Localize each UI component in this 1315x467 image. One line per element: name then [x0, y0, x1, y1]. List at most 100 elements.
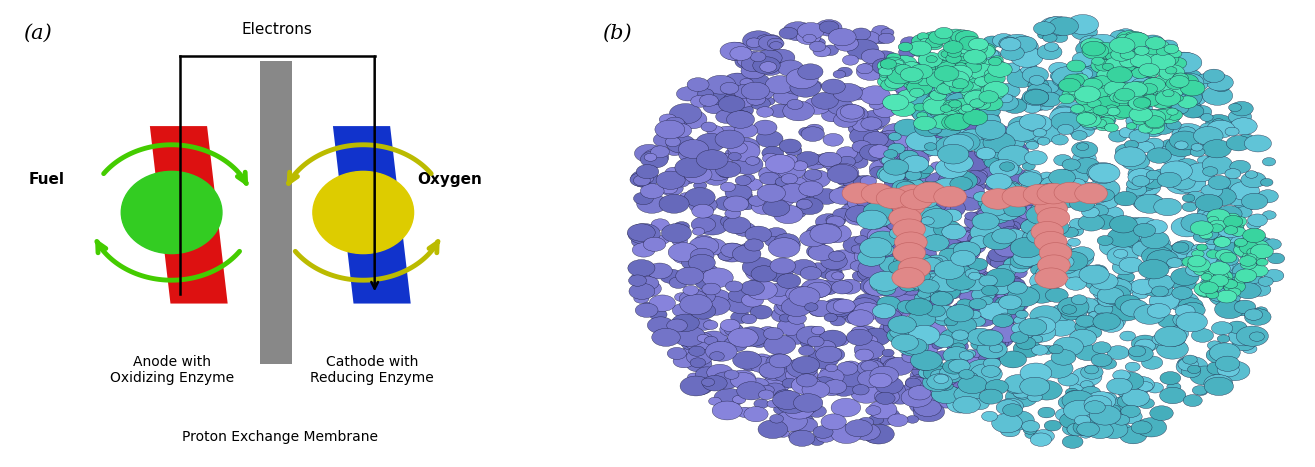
Circle shape — [965, 269, 980, 278]
Circle shape — [1093, 42, 1118, 58]
Circle shape — [1111, 33, 1136, 48]
Circle shape — [685, 377, 713, 395]
Circle shape — [905, 62, 935, 81]
Circle shape — [909, 94, 928, 107]
Circle shape — [1165, 136, 1198, 156]
Circle shape — [960, 229, 992, 249]
Circle shape — [874, 309, 902, 326]
Circle shape — [836, 302, 867, 320]
Circle shape — [1244, 135, 1272, 152]
Circle shape — [647, 317, 673, 333]
Circle shape — [935, 60, 961, 76]
Circle shape — [856, 63, 885, 80]
Circle shape — [993, 203, 1010, 213]
Circle shape — [873, 103, 897, 118]
Circle shape — [1068, 238, 1081, 246]
Circle shape — [1106, 105, 1118, 113]
Circle shape — [1214, 273, 1241, 290]
Circle shape — [984, 358, 1001, 369]
Circle shape — [865, 193, 884, 204]
Circle shape — [1005, 63, 1020, 73]
Circle shape — [1014, 39, 1039, 54]
Circle shape — [964, 62, 982, 73]
Circle shape — [1115, 106, 1135, 118]
Circle shape — [981, 285, 998, 296]
Circle shape — [831, 424, 861, 444]
Circle shape — [697, 334, 710, 342]
Circle shape — [1205, 239, 1233, 256]
Circle shape — [692, 217, 715, 232]
Circle shape — [918, 78, 931, 86]
Circle shape — [655, 120, 685, 139]
Circle shape — [776, 237, 801, 252]
Circle shape — [917, 289, 943, 305]
Circle shape — [1026, 205, 1057, 225]
Polygon shape — [333, 126, 410, 304]
Circle shape — [1199, 264, 1211, 272]
Circle shape — [849, 126, 881, 146]
Circle shape — [1106, 43, 1120, 53]
Circle shape — [1249, 283, 1270, 296]
Circle shape — [878, 67, 893, 76]
Circle shape — [825, 380, 847, 394]
Circle shape — [1082, 51, 1110, 69]
Circle shape — [1240, 260, 1256, 269]
Circle shape — [1123, 396, 1139, 405]
Circle shape — [1098, 70, 1122, 85]
Circle shape — [897, 322, 913, 331]
Circle shape — [1073, 266, 1102, 284]
Circle shape — [853, 188, 871, 199]
Circle shape — [868, 153, 884, 163]
Circle shape — [1080, 265, 1110, 284]
Circle shape — [1030, 123, 1060, 142]
Circle shape — [896, 248, 922, 265]
Circle shape — [1166, 77, 1190, 93]
Circle shape — [1063, 89, 1080, 100]
Circle shape — [785, 365, 818, 385]
Circle shape — [1063, 422, 1084, 436]
Circle shape — [1010, 261, 1030, 273]
Circle shape — [1135, 194, 1165, 213]
Circle shape — [874, 389, 899, 404]
Circle shape — [1114, 372, 1144, 390]
Circle shape — [1020, 230, 1040, 242]
Circle shape — [888, 414, 909, 427]
Circle shape — [1095, 60, 1112, 71]
Circle shape — [673, 326, 705, 347]
Circle shape — [1139, 260, 1169, 279]
Circle shape — [1166, 59, 1180, 68]
Circle shape — [973, 191, 989, 202]
Circle shape — [882, 208, 914, 228]
Circle shape — [1006, 387, 1038, 407]
Circle shape — [1031, 381, 1063, 400]
Circle shape — [951, 243, 969, 254]
Circle shape — [951, 98, 977, 114]
Circle shape — [710, 352, 725, 361]
Circle shape — [935, 199, 965, 218]
Circle shape — [1212, 81, 1230, 92]
Circle shape — [892, 56, 917, 71]
Circle shape — [939, 171, 967, 189]
Circle shape — [742, 314, 756, 324]
Circle shape — [951, 343, 965, 352]
Circle shape — [864, 354, 878, 363]
Circle shape — [959, 36, 982, 50]
Circle shape — [1098, 316, 1124, 333]
Circle shape — [1082, 42, 1109, 59]
Circle shape — [964, 90, 989, 106]
Circle shape — [978, 389, 1003, 404]
Circle shape — [1060, 412, 1086, 429]
Circle shape — [924, 199, 947, 212]
Circle shape — [750, 378, 765, 388]
Circle shape — [980, 161, 1007, 178]
Circle shape — [727, 111, 753, 127]
Circle shape — [690, 95, 710, 107]
Circle shape — [923, 308, 943, 321]
Circle shape — [1114, 38, 1137, 53]
Circle shape — [717, 243, 747, 262]
Circle shape — [976, 331, 1006, 349]
Circle shape — [782, 22, 813, 41]
Circle shape — [1120, 50, 1135, 59]
Circle shape — [939, 329, 969, 347]
Circle shape — [629, 262, 646, 274]
